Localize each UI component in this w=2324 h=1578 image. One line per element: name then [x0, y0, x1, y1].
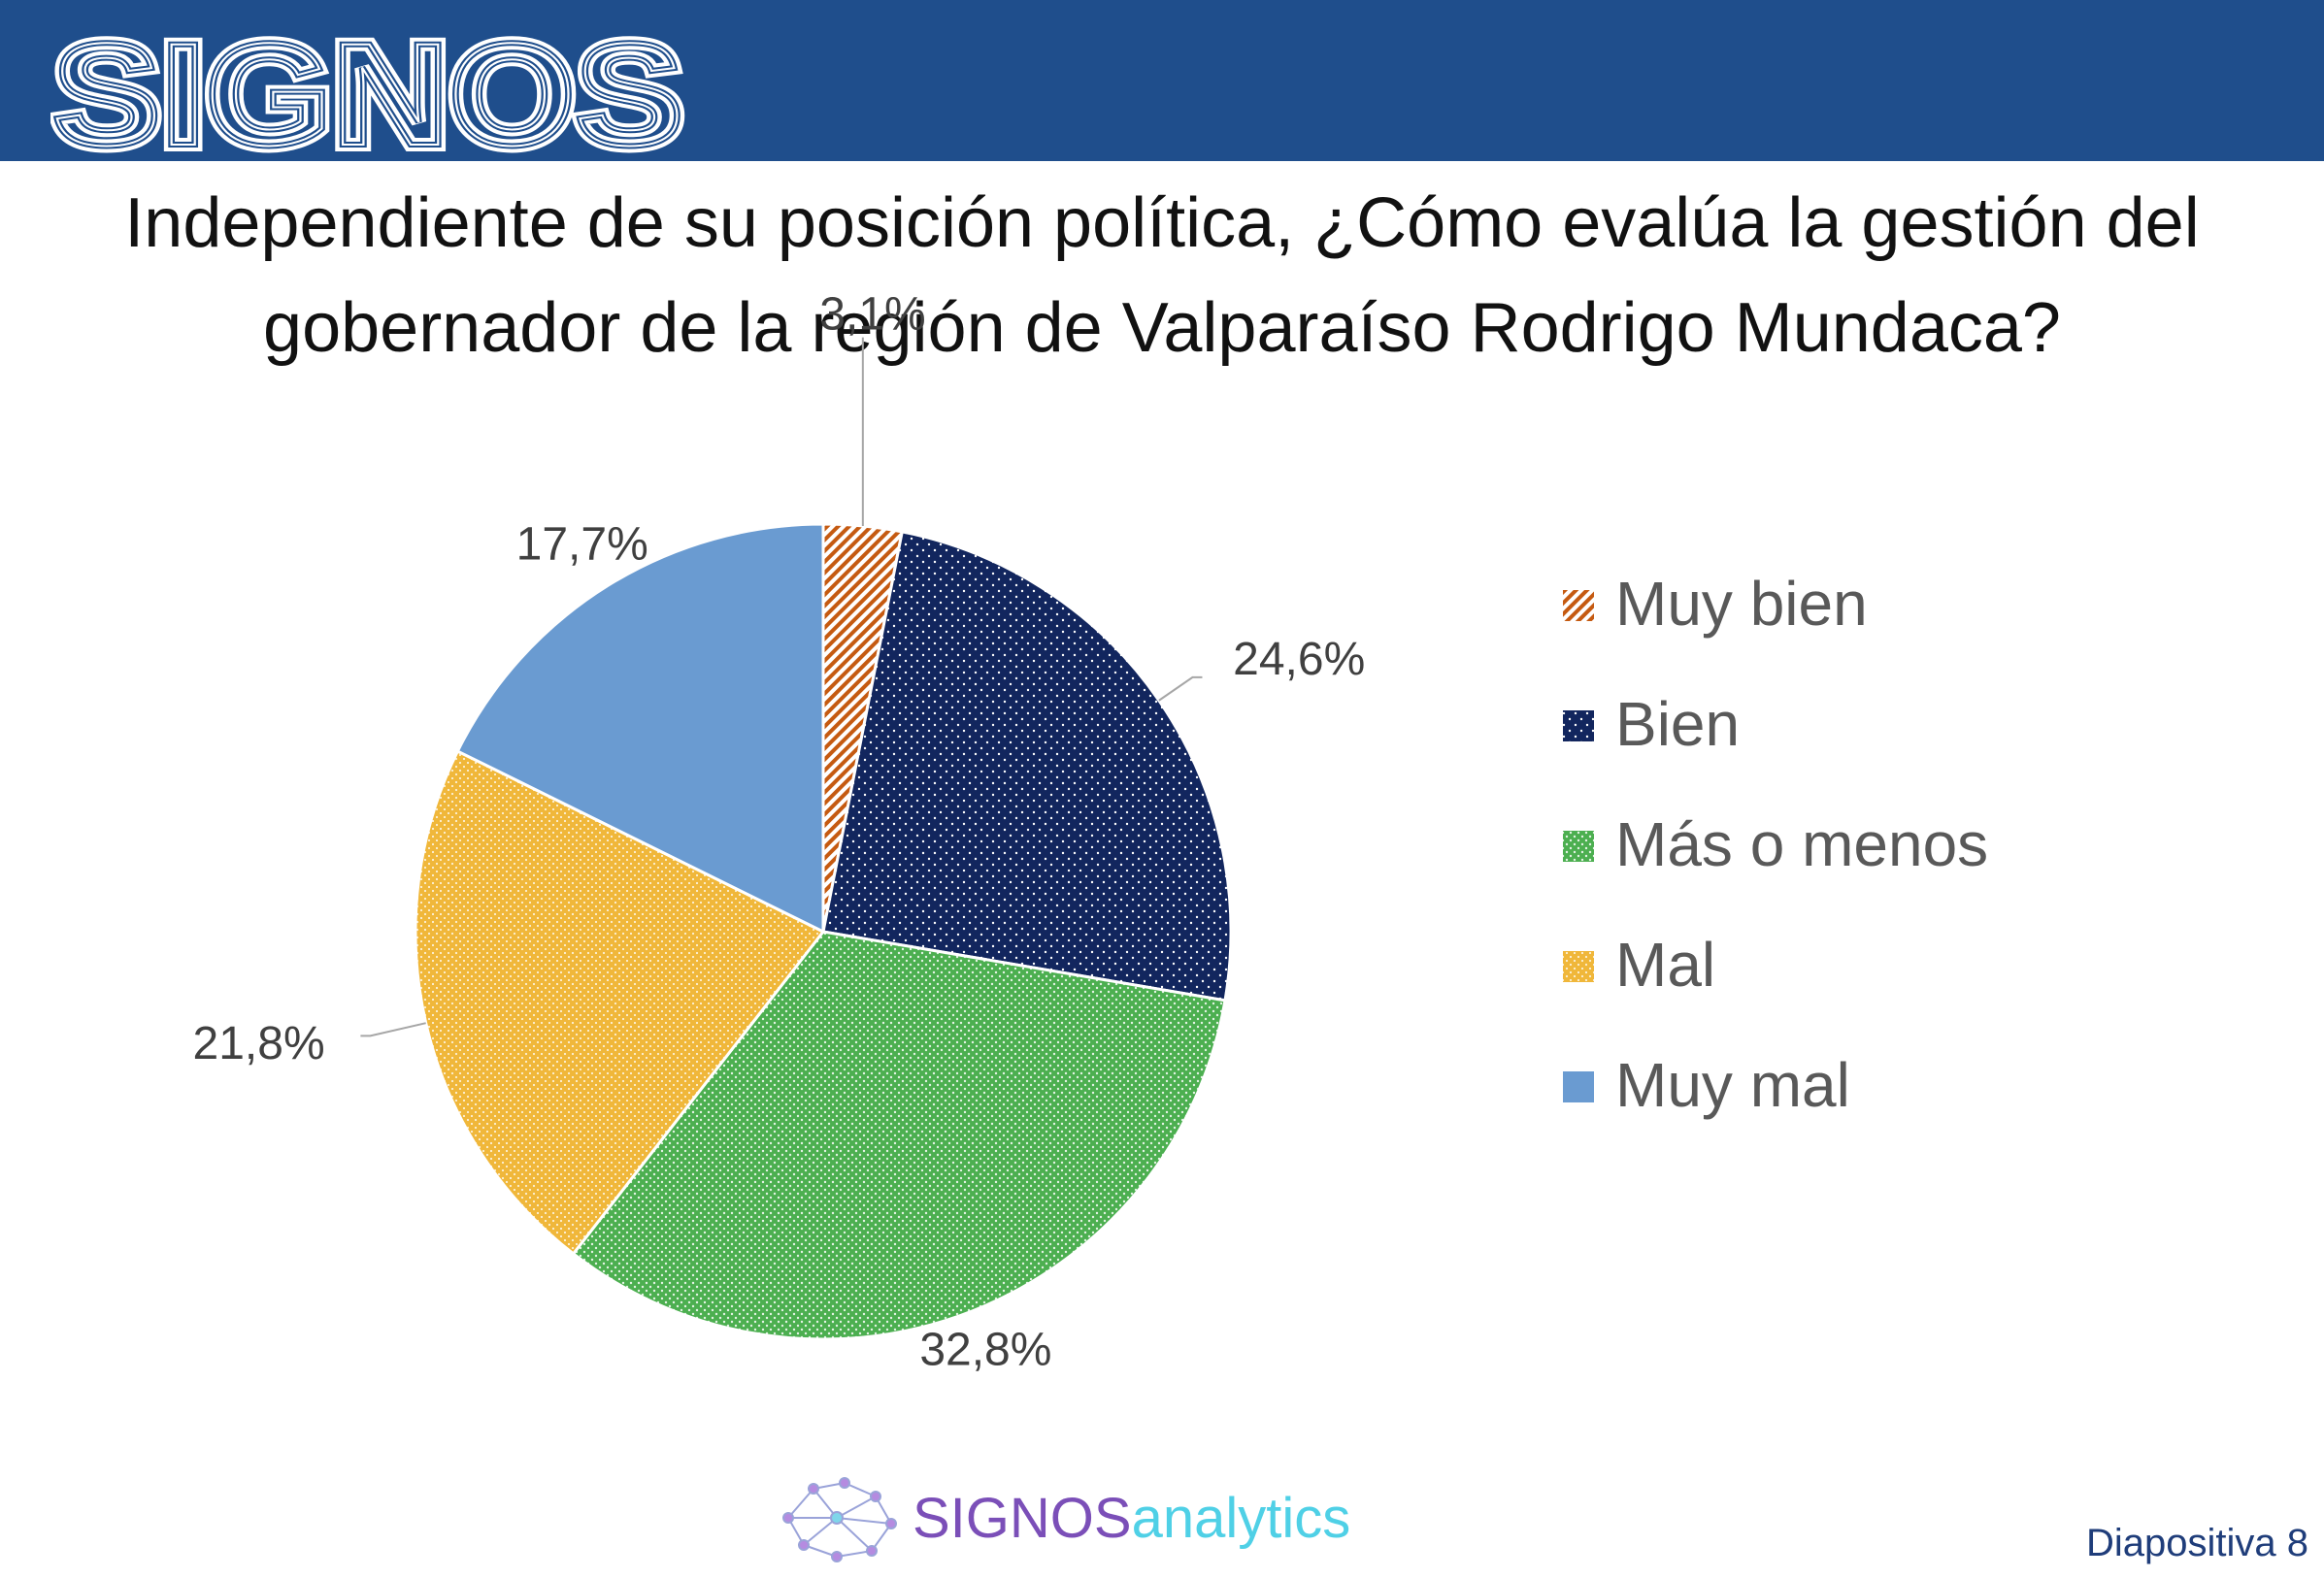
- legend-swatch: [1563, 710, 1594, 741]
- legend-label: Muy bien: [1615, 569, 1868, 639]
- legend-swatch: [1563, 590, 1594, 621]
- leader-line: [360, 1022, 426, 1037]
- data-label: 17,7%: [516, 518, 648, 570]
- legend-label: Mal: [1615, 930, 1715, 1000]
- svg-text:SIGNOS: SIGNOS: [52, 14, 683, 157]
- legend-label: Muy mal: [1615, 1050, 1850, 1120]
- slide-number: Diapositiva 8: [2085, 1522, 2308, 1564]
- legend-swatch: [1563, 831, 1594, 862]
- data-label: 21,8%: [193, 1018, 325, 1069]
- legend-label: Bien: [1615, 689, 1740, 759]
- pie-slice-m-s-o-menos: [571, 930, 1227, 1341]
- legend-swatch: [1563, 1071, 1594, 1102]
- pie-slice-bien: [821, 530, 1233, 1003]
- legend-swatch: [1563, 951, 1594, 982]
- signos-analytics-logo: SIGNOSanalytics: [782, 1477, 1350, 1562]
- footer-brand-part2: analytics: [1132, 1487, 1351, 1550]
- data-label: 24,6%: [1233, 634, 1365, 685]
- pie-slice-muy-mal: [455, 522, 825, 935]
- header-bar: [0, 0, 2324, 161]
- question-title: Independiente de su posición política, ¿…: [0, 171, 2324, 380]
- signos-logo: SIGNOS SIGNOS SIGNOS: [50, 14, 690, 157]
- footer-brand-part1: SIGNOS: [913, 1487, 1132, 1550]
- svg-text:SIGNOSanalytics: SIGNOSanalytics: [913, 1487, 1350, 1550]
- svg-text:SIGNOS: SIGNOS: [52, 14, 683, 157]
- data-label: 3,1%: [819, 289, 925, 341]
- question-line-1: Independiente de su posición política, ¿…: [124, 184, 2200, 262]
- data-label: 32,8%: [919, 1325, 1051, 1376]
- question-line-2: gobernador de la región de Valparaíso Ro…: [263, 289, 2061, 367]
- brain-network-icon: [782, 1477, 897, 1562]
- svg-text:SIGNOS: SIGNOS: [52, 14, 683, 157]
- leader-line: [1158, 675, 1203, 702]
- legend-label: Más o menos: [1615, 809, 1988, 879]
